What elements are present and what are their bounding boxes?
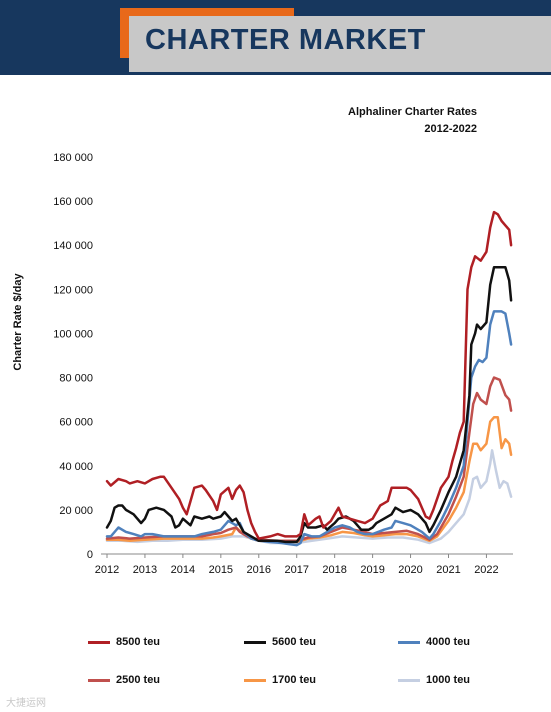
- watermark-text: 大捷运网: [6, 698, 46, 709]
- x-tick-label: 2020: [398, 564, 422, 576]
- y-tick-label: 140 000: [53, 240, 93, 252]
- chart-subtitle: 2012-2022: [424, 123, 477, 135]
- legend-item: 1700 teu: [244, 670, 316, 690]
- x-tick-label: 2021: [436, 564, 460, 576]
- series-line-2500-teu: [105, 376, 513, 543]
- legend-item: 4000 teu: [398, 632, 470, 652]
- x-tick-label: 2018: [322, 564, 346, 576]
- y-tick-label: 160 000: [53, 196, 93, 208]
- chart-title-block: Alphaliner Charter Rates 2012-2022: [348, 104, 477, 138]
- legend-swatch: [398, 678, 420, 682]
- header-title-box: [129, 16, 551, 72]
- x-tick-label: 2019: [360, 564, 384, 576]
- y-tick-label: 60 000: [59, 417, 93, 429]
- y-tick-label: 100 000: [53, 328, 93, 340]
- y-tick-label: 120 000: [53, 284, 93, 296]
- legend-item: 8500 teu: [88, 632, 160, 652]
- x-tick-label: 2012: [95, 564, 119, 576]
- y-tick-label: 0: [87, 549, 93, 561]
- x-tick-label: 2013: [133, 564, 157, 576]
- legend-item: 2500 teu: [88, 670, 160, 690]
- legend-label: 2500 teu: [116, 674, 161, 686]
- y-tick-label: 40 000: [59, 461, 93, 473]
- legend-swatch: [244, 678, 266, 682]
- legend-swatch: [88, 678, 110, 682]
- series-line-5600-teu: [105, 266, 513, 544]
- legend-item: 5600 teu: [244, 632, 316, 652]
- legend-label: 1000 teu: [426, 674, 471, 686]
- chart-title: Alphaliner Charter Rates: [348, 106, 477, 118]
- page-title: CHARTER MARKET: [145, 24, 426, 56]
- legend-label: 1700 teu: [272, 674, 317, 686]
- x-tick-label: 2016: [247, 564, 271, 576]
- x-tick-label: 2015: [209, 564, 233, 576]
- x-tick-label: 2017: [284, 564, 308, 576]
- y-tick-label: 80 000: [59, 373, 93, 385]
- legend-swatch: [244, 640, 266, 644]
- series-line-8500-teu: [105, 210, 513, 540]
- x-tick-label: 2014: [171, 564, 195, 576]
- x-tick-label: 2022: [474, 564, 498, 576]
- legend-label: 5600 teu: [272, 636, 317, 648]
- legend-swatch: [398, 640, 420, 644]
- y-tick-label: 20 000: [59, 505, 93, 517]
- series-line-1000-teu: [105, 449, 513, 545]
- y-tick-label: 180 000: [53, 152, 93, 164]
- legend-label: 4000 teu: [426, 636, 471, 648]
- legend-label: 8500 teu: [116, 636, 161, 648]
- chart-legend: 8500 teu 5600 teu 4000 teu 2500 teu 1700 teu…: [88, 628, 528, 698]
- legend-item: 1000 teu: [398, 670, 470, 690]
- legend-swatch: [88, 640, 110, 644]
